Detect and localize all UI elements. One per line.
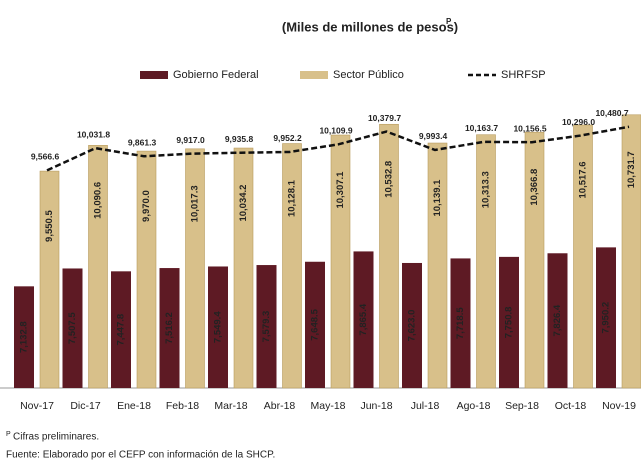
x-tick-label: Oct-18 (555, 400, 587, 412)
source: Fuente: Elaborado por el CEFP con inform… (6, 450, 275, 461)
bar (499, 256, 519, 388)
bar-value-label: 10,532.8 (384, 161, 395, 198)
bar-value-label: 10,517.6 (578, 162, 589, 199)
line-value-label: 9,993.4 (419, 131, 448, 141)
bar-value-label: 9,550.5 (44, 210, 55, 242)
bar (111, 271, 131, 388)
bar (330, 134, 351, 389)
x-tick-label: Ago-18 (457, 400, 491, 412)
bar-value-label: 10,034.2 (238, 185, 249, 222)
legend-label: SHRFSP (501, 69, 546, 81)
bar (282, 143, 302, 389)
x-tick-label: Nov-17 (20, 400, 54, 412)
line-value-label: 10,379.7 (368, 113, 401, 123)
x-tick-label: Nov-19 (602, 400, 636, 412)
bar-value-label: 10,731.7 (626, 151, 637, 188)
bar (14, 286, 34, 388)
bar (427, 142, 448, 389)
bar-value-label: 7,648.5 (310, 308, 321, 340)
x-tick-label: Feb-18 (166, 400, 199, 412)
bar-value-label: 10,139.1 (432, 179, 443, 217)
line-value-label: 10,296.0 (562, 117, 595, 127)
bar (524, 131, 545, 389)
chart-title: (Miles de millones de pesos) (282, 19, 458, 34)
bar (573, 124, 593, 389)
line-value-label: 10,480.7 (595, 108, 628, 118)
x-tick-label: Jun-18 (360, 400, 392, 412)
bar-value-label: 7,623.0 (407, 310, 418, 342)
bar-value-label: 7,865.4 (358, 303, 369, 335)
bar (208, 266, 228, 388)
bar-value-label: 10,366.8 (529, 169, 540, 206)
line-value-label: 9,935.8 (225, 134, 254, 144)
x-tick-label: Mar-18 (214, 400, 247, 412)
bar (233, 147, 254, 389)
bar-value-label: 7,826.4 (552, 304, 563, 336)
legend-label: Sector Público (333, 69, 404, 81)
bar (185, 148, 205, 389)
bar (547, 253, 568, 388)
bar-value-label: 7,718.5 (455, 307, 466, 339)
legend-swatch (140, 71, 168, 79)
note-mark: P (6, 431, 11, 438)
line-value-label: 10,156.5 (513, 123, 546, 133)
x-tick-label: Jul-18 (411, 400, 440, 412)
line-value-label: 10,163.7 (465, 123, 498, 133)
x-tick-label: Sep-18 (505, 400, 539, 412)
x-tick-label: Ene-18 (117, 400, 151, 412)
line-value-label: 9,566.6 (31, 152, 60, 162)
line-value-label: 9,861.3 (128, 138, 157, 148)
x-tick-label: May-18 (310, 400, 345, 412)
bar (379, 123, 399, 389)
x-tick-label: Abr-18 (264, 400, 296, 412)
line (46, 125, 630, 172)
bar-value-label: 9,970.0 (141, 190, 152, 222)
bar (353, 251, 374, 388)
line-value-label: 10,031.8 (77, 129, 110, 139)
bar (305, 261, 325, 388)
note: Cifras preliminares. (13, 432, 99, 443)
bar-value-label: 10,090.6 (93, 182, 104, 219)
bar (476, 134, 496, 389)
x-tick-label: Dic-17 (70, 400, 101, 412)
bar (159, 268, 180, 388)
bar-value-label: 7,549.4 (213, 311, 224, 343)
bar-value-label: 7,579.3 (261, 311, 272, 343)
legend-swatch (300, 71, 328, 79)
bar-value-label: 10,128.1 (287, 179, 298, 217)
legend-label: Gobierno Federal (173, 69, 259, 81)
line-value-label: 9,917.0 (176, 135, 205, 145)
bar (39, 170, 60, 389)
bar (402, 262, 422, 388)
line-value-label: 10,109.9 (319, 126, 352, 136)
bar (136, 150, 157, 389)
bar (62, 268, 83, 388)
bar-value-label: 7,507.5 (67, 312, 78, 344)
bar-value-label: 7,132.8 (19, 321, 30, 353)
bar (88, 145, 108, 389)
bar-value-label: 7,950.2 (601, 302, 612, 334)
bar (596, 247, 616, 388)
bar (256, 265, 277, 388)
bar-value-label: 10,313.3 (481, 171, 492, 208)
bar (450, 258, 471, 388)
bar-value-label: 7,447.8 (116, 314, 127, 346)
bar-value-label: 10,307.1 (335, 171, 346, 209)
bar-value-label: 7,516.2 (164, 312, 175, 344)
title-superscript: P (446, 17, 452, 26)
bar-value-label: 10,017.3 (190, 185, 201, 222)
bar (621, 114, 641, 389)
line-value-label: 9,952.2 (273, 133, 302, 143)
bar-value-label: 7,750.8 (504, 307, 515, 339)
